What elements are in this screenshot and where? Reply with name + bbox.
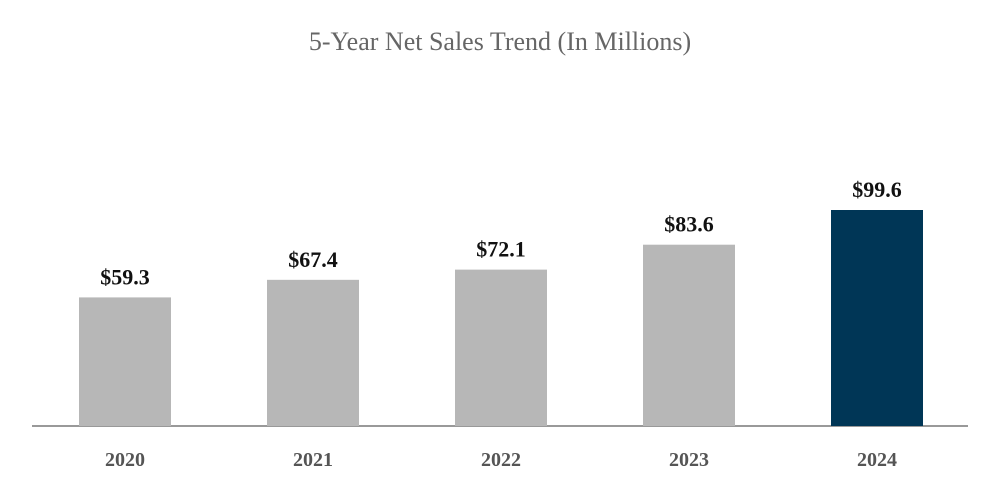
value-label-2024: $99.6 <box>852 177 902 202</box>
value-label-2021: $67.4 <box>288 247 338 272</box>
bar-2020 <box>79 297 171 426</box>
value-label-2020: $59.3 <box>100 264 150 289</box>
bar-2024 <box>831 210 923 426</box>
x-tick-label-2024: 2024 <box>857 449 897 471</box>
x-tick-label-2021: 2021 <box>293 449 333 471</box>
x-tick-label-2023: 2023 <box>669 449 709 471</box>
bar-2021 <box>267 279 359 426</box>
value-label-2022: $72.1 <box>476 237 526 262</box>
chart-title: 5-Year Net Sales Trend (In Millions) <box>308 27 692 56</box>
bar-2022 <box>455 269 547 426</box>
value-labels-layer: $59.3 $67.4 $72.1 $83.6 $99.6 <box>100 177 902 289</box>
x-tick-labels-layer: 2020 2021 2022 2023 2024 <box>105 449 897 471</box>
bar-2023 <box>643 244 735 426</box>
bars-layer <box>79 210 923 426</box>
x-tick-label-2020: 2020 <box>105 449 145 471</box>
value-label-2023: $83.6 <box>664 212 714 237</box>
x-tick-label-2022: 2022 <box>481 449 521 471</box>
